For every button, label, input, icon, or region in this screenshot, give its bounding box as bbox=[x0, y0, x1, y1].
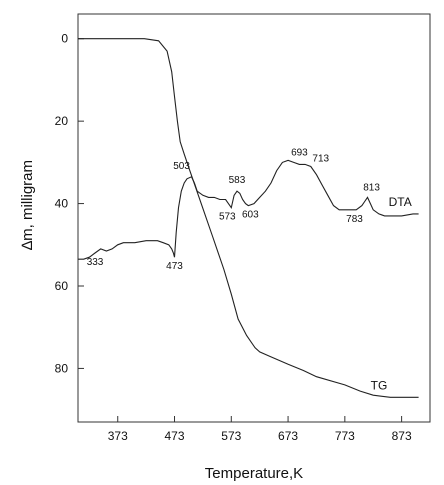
peak-label: 503 bbox=[173, 161, 190, 172]
y-tick-label: 0 bbox=[61, 32, 68, 46]
peak-label: 693 bbox=[291, 147, 308, 158]
y-axis-title: ∆m, milligram bbox=[19, 160, 36, 250]
y-tick-label: 80 bbox=[55, 361, 69, 375]
x-tick-label: 573 bbox=[221, 429, 241, 443]
peak-label: 603 bbox=[242, 210, 259, 221]
peak-label: 583 bbox=[229, 175, 246, 186]
x-axis-ticks: 373 473 573 673 773 873 bbox=[108, 416, 412, 443]
peak-label: 813 bbox=[363, 182, 380, 193]
y-axis-ticks: 0 20 40 60 80 bbox=[55, 32, 84, 375]
x-tick-label: 773 bbox=[335, 429, 355, 443]
x-tick-label: 873 bbox=[392, 429, 412, 443]
y-tick-label: 40 bbox=[55, 197, 69, 211]
peak-label: 783 bbox=[346, 214, 363, 225]
series-line-dta bbox=[78, 159, 419, 260]
peak-label: 713 bbox=[312, 153, 329, 164]
series-label-tg: TG bbox=[371, 378, 388, 392]
x-axis-title: Temperature,K bbox=[205, 465, 303, 482]
series-line-tg bbox=[78, 38, 419, 398]
plot-frame bbox=[77, 13, 431, 423]
peak-annotations: 333 473 503 573 583 603 693 713 783 813 bbox=[87, 147, 381, 272]
peak-label: 473 bbox=[166, 261, 183, 272]
x-tick-label: 373 bbox=[108, 429, 128, 443]
y-tick-label: 60 bbox=[55, 279, 69, 293]
series-label-dta: DTA bbox=[389, 195, 412, 209]
peak-label: 573 bbox=[219, 212, 236, 223]
x-tick-label: 473 bbox=[165, 429, 185, 443]
peak-label: 333 bbox=[87, 257, 104, 268]
y-tick-label: 20 bbox=[55, 114, 69, 128]
x-tick-label: 673 bbox=[278, 429, 298, 443]
